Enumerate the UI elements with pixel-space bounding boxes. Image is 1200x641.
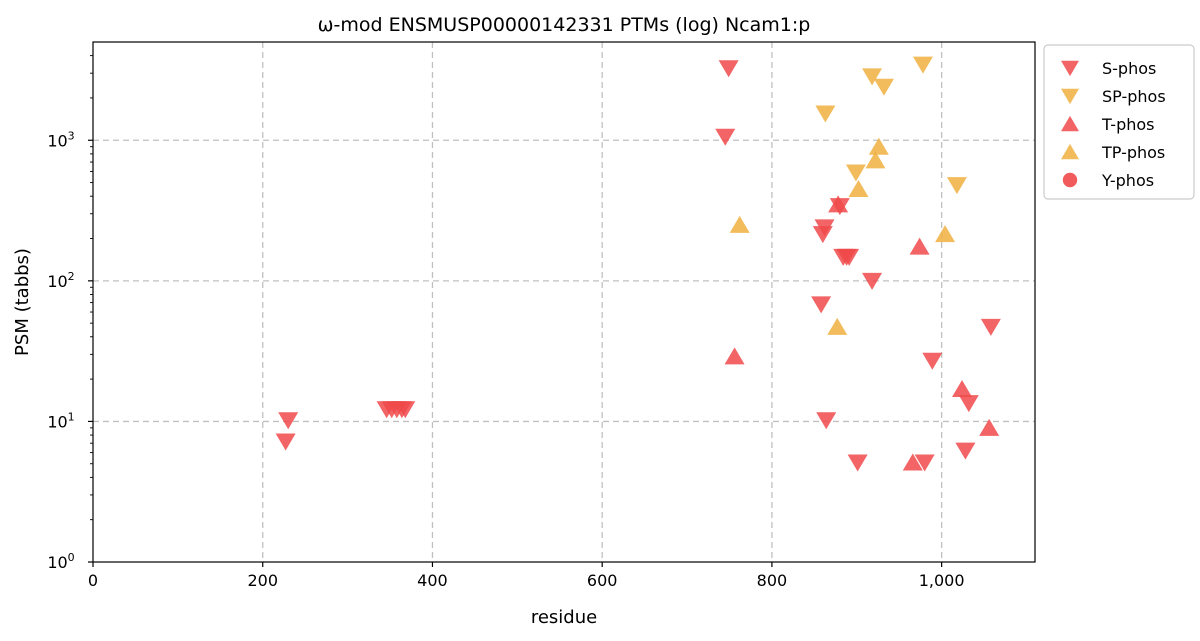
data-point <box>865 151 886 169</box>
data-point <box>847 454 868 472</box>
y-tick-label: 100 <box>47 551 74 572</box>
y-axis-ticks: 100 101 102 103 <box>47 55 93 572</box>
x-axis-label: residue <box>531 607 597 628</box>
data-point <box>980 318 1001 336</box>
y-tick-label: 102 <box>47 270 74 291</box>
data-points <box>275 56 1001 472</box>
data-point <box>845 164 866 182</box>
data-point <box>729 215 750 233</box>
data-point <box>278 412 299 430</box>
series-t-phos <box>724 195 1000 471</box>
legend-label: Y-phos <box>1101 171 1154 190</box>
series-sp-phos <box>815 56 967 195</box>
data-point <box>958 395 979 413</box>
x-tick-label: 800 <box>757 571 788 590</box>
series-tp-phos <box>729 137 956 335</box>
data-point <box>868 137 889 155</box>
data-point <box>395 401 416 419</box>
legend-item: T-phos <box>1061 115 1155 134</box>
data-point <box>909 237 930 255</box>
y-axis-label: PSM (tabbs) <box>12 248 33 356</box>
chart-title: ω-mod ENSMUSP00000142331 PTMs (log) Ncam… <box>318 14 811 36</box>
legend-marker <box>1062 172 1078 188</box>
legend-label: SP-phos <box>1102 87 1166 106</box>
data-point <box>724 347 745 365</box>
data-point <box>814 219 835 237</box>
data-point <box>862 272 883 290</box>
legend-frame <box>1043 44 1195 200</box>
data-point <box>946 177 967 195</box>
data-point <box>914 454 935 472</box>
legend-marker <box>1061 88 1079 105</box>
grid-lines <box>93 42 1035 562</box>
plot-frame <box>92 41 1036 563</box>
data-point <box>952 380 973 398</box>
y-tick-label: 101 <box>47 410 74 431</box>
data-point <box>922 352 943 370</box>
legend-marker <box>1061 143 1079 160</box>
x-tick-label: 0 <box>88 571 98 590</box>
legend-item: SP-phos <box>1061 87 1166 106</box>
legend-item: S-phos <box>1061 59 1156 78</box>
data-point <box>979 418 1000 436</box>
data-point <box>715 128 736 146</box>
data-point <box>848 180 869 198</box>
legend-item: TP-phos <box>1061 143 1165 162</box>
legend-item: Y-phos <box>1062 171 1154 190</box>
data-point <box>816 412 837 430</box>
data-point <box>275 433 296 451</box>
legend: S-phos SP-phos T-phos TP-phos Y-phos <box>1043 44 1195 200</box>
legend-marker <box>1061 60 1079 77</box>
data-point <box>827 317 848 335</box>
data-point <box>811 296 832 314</box>
data-point <box>935 225 956 243</box>
data-point <box>839 248 860 266</box>
x-tick-label: 1,000 <box>919 571 965 590</box>
legend-marker <box>1061 115 1079 132</box>
y-tick-label: 103 <box>47 129 74 150</box>
data-point <box>873 78 894 96</box>
data-point <box>815 105 836 123</box>
x-tick-label: 600 <box>587 571 618 590</box>
data-point <box>862 68 883 86</box>
legend-label: TP-phos <box>1101 143 1165 162</box>
data-point <box>828 195 849 213</box>
legend-label: S-phos <box>1102 59 1156 78</box>
x-tick-label: 200 <box>247 571 278 590</box>
series-s-phos <box>275 60 1001 472</box>
data-point <box>955 442 976 460</box>
legend-label: T-phos <box>1101 115 1155 134</box>
data-point <box>902 453 923 471</box>
data-point <box>912 56 933 74</box>
x-tick-label: 400 <box>417 571 448 590</box>
data-point <box>718 60 739 78</box>
x-axis-ticks: 0 200 400 600 800 1,000 <box>88 562 965 590</box>
